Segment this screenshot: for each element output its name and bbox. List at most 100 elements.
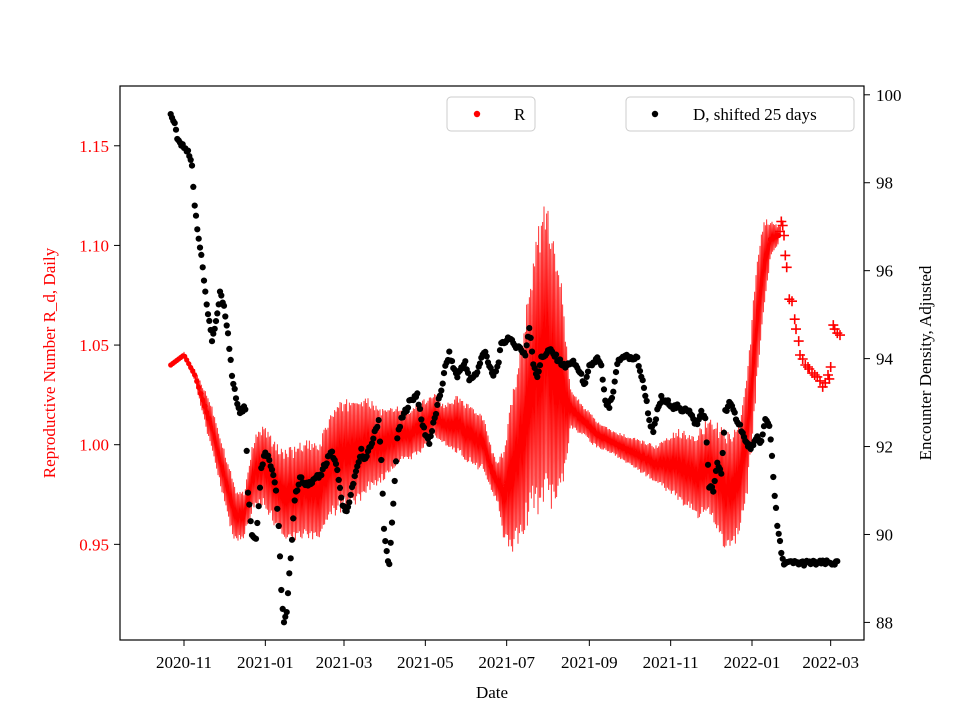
d-point	[446, 348, 453, 355]
r-point	[488, 463, 494, 469]
d-point	[259, 461, 266, 468]
x-tick-label: 2021-01	[237, 653, 294, 672]
d-point	[582, 379, 589, 387]
d-point	[196, 244, 204, 251]
d-point	[600, 386, 608, 393]
d-point	[199, 264, 206, 271]
d-point	[323, 460, 330, 467]
d-point	[352, 468, 360, 475]
r-point	[446, 422, 452, 428]
d-point	[379, 490, 386, 497]
d-point	[731, 409, 738, 416]
d-point	[272, 487, 280, 494]
d-point	[584, 368, 592, 375]
r-plus-point	[793, 336, 804, 347]
d-point	[642, 392, 649, 399]
d-point	[432, 410, 440, 418]
d-point	[383, 548, 390, 555]
legend-d-marker	[651, 110, 659, 118]
r-point	[198, 391, 204, 397]
d-point	[335, 476, 342, 483]
legend-d-box	[625, 96, 855, 132]
r-plus-point	[787, 296, 797, 307]
d-point	[256, 484, 264, 491]
d-point	[610, 388, 617, 395]
d-point	[526, 325, 533, 332]
left-axis-label: Reproductive Number R_d, Daily	[40, 247, 59, 478]
d-point	[328, 448, 336, 455]
d-point	[736, 421, 744, 428]
r-point	[196, 384, 202, 390]
d-point	[208, 338, 216, 345]
d-point	[220, 302, 228, 309]
d-point	[434, 401, 441, 408]
d-point	[774, 522, 781, 530]
d-point	[202, 288, 209, 295]
x-axis-ticks: 2020-11 2021-01 2021-03 2021-05 2021-07 2021-…	[156, 640, 859, 672]
legend-r: R	[446, 96, 536, 132]
right-axis-ticks: 88 90 92 94 96 98 100	[864, 86, 902, 632]
r-plus-point	[815, 375, 825, 386]
legend-r-marker	[473, 110, 481, 118]
d-point	[254, 519, 261, 527]
d-point	[224, 330, 232, 337]
x-axis-label: Date	[476, 683, 508, 702]
d-point	[698, 407, 705, 414]
d-point	[552, 351, 560, 358]
d-point	[528, 348, 536, 355]
d-point	[284, 590, 292, 597]
legend-r-label: R	[514, 105, 526, 124]
d-point	[200, 277, 208, 284]
d-point	[438, 387, 445, 394]
d-point	[704, 461, 712, 468]
d-point	[375, 417, 382, 424]
r-plus-point	[824, 373, 835, 384]
d-point	[476, 360, 484, 367]
d-point	[191, 202, 198, 209]
d-point	[190, 183, 197, 190]
d-point	[599, 376, 606, 383]
x-tick-label: 2021-05	[397, 653, 454, 672]
d-point	[222, 313, 229, 320]
r-point	[206, 415, 212, 422]
left-tick-label: 1.05	[79, 336, 109, 355]
d-point	[355, 459, 362, 466]
d-point	[212, 318, 220, 325]
d-point	[332, 460, 340, 467]
d-point	[334, 466, 341, 474]
d-point	[492, 368, 500, 375]
left-axis-ticks: 0.95 1.00 1.05 1.10 1.15	[79, 137, 120, 554]
right-axis-label: Encounter Density, Adjusted	[916, 265, 935, 460]
d-point	[719, 449, 726, 457]
d-point	[187, 156, 194, 163]
x-tick-label: 2021-11	[643, 653, 699, 672]
d-point	[387, 539, 394, 546]
d-point	[710, 488, 717, 495]
d-point	[598, 362, 605, 369]
r-point	[204, 409, 210, 415]
x-tick-label: 2020-11	[156, 653, 212, 672]
d-point	[396, 423, 404, 430]
r-series-line	[170, 206, 780, 552]
right-tick-label: 92	[876, 438, 893, 457]
right-tick-label: 96	[876, 262, 893, 281]
d-point	[611, 378, 618, 385]
d-point	[346, 499, 353, 506]
d-point	[523, 342, 530, 349]
d-point	[351, 473, 358, 480]
d-point	[778, 549, 785, 557]
d-point	[394, 435, 401, 442]
r-plus-series	[775, 216, 845, 392]
d-point	[198, 251, 205, 258]
d-point	[608, 394, 616, 401]
legend-r-box	[446, 96, 536, 132]
d-point	[404, 404, 412, 411]
d-point	[247, 518, 254, 525]
r-plus-point	[825, 362, 836, 372]
d-point	[578, 370, 585, 377]
d-point	[218, 292, 225, 299]
d-point	[768, 452, 776, 459]
d-point	[496, 347, 504, 354]
d-point	[276, 553, 284, 560]
d-point	[646, 417, 653, 424]
